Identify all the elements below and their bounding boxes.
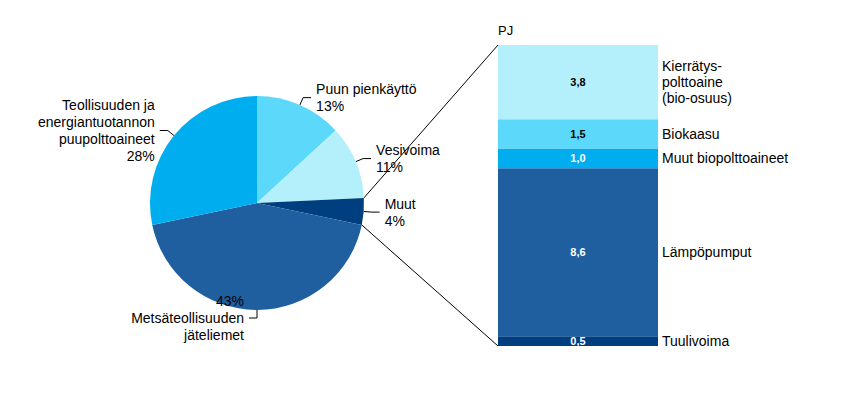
svg-text:Lämpöpumput: Lämpöpumput [662,244,752,260]
svg-text:28%: 28% [127,148,155,164]
svg-text:PJ: PJ [498,23,513,38]
svg-text:energiantuotannon: energiantuotannon [38,114,155,130]
svg-text:43%: 43% [216,293,244,309]
svg-text:3,8: 3,8 [570,76,585,88]
svg-text:Vesivoima: Vesivoima [376,142,440,158]
svg-text:Muut biopolttoaineet: Muut biopolttoaineet [662,150,788,166]
svg-text:1,5: 1,5 [570,128,585,140]
svg-text:Puun pienkäyttö: Puun pienkäyttö [316,81,417,97]
svg-text:Tuulivoima: Tuulivoima [662,333,729,349]
svg-text:Kierrätys-: Kierrätys- [662,58,722,74]
svg-text:8,6: 8,6 [570,246,585,258]
svg-text:(bio-osuus): (bio-osuus) [662,90,732,106]
svg-text:Teollisuuden ja: Teollisuuden ja [62,97,155,113]
svg-text:Muut: Muut [385,196,416,212]
svg-text:0,5: 0,5 [570,335,585,347]
svg-text:puupolttoaineet: puupolttoaineet [59,131,155,147]
svg-text:13%: 13% [316,98,344,114]
svg-text:4%: 4% [385,213,405,229]
svg-text:Metsäteollisuuden: Metsäteollisuuden [131,310,244,326]
svg-text:Biokaasu: Biokaasu [662,126,720,142]
svg-text:polttoaine: polttoaine [662,74,723,90]
svg-text:jäteliemet: jäteliemet [183,327,244,343]
svg-text:1,0: 1,0 [570,152,585,164]
svg-text:11%: 11% [376,159,403,175]
